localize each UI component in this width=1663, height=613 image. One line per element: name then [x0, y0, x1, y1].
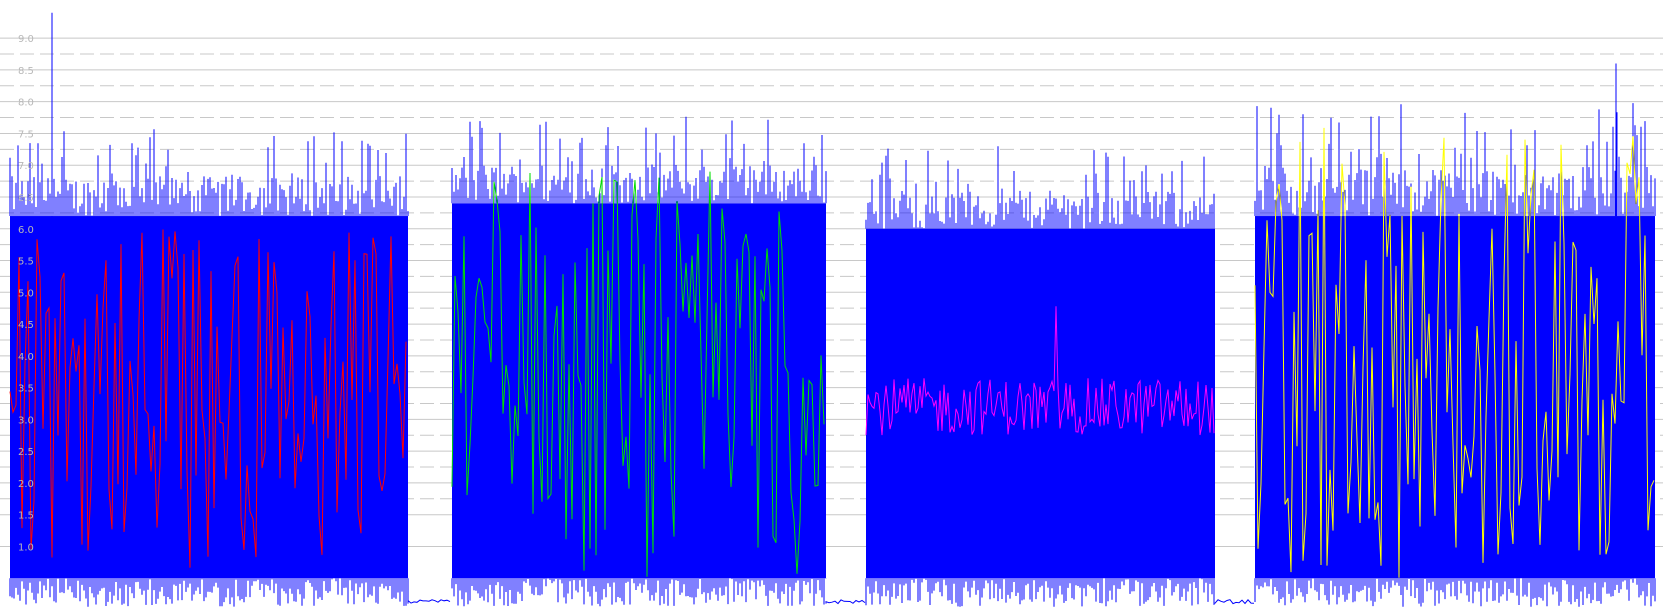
y-tick-label: 3.0	[18, 415, 34, 426]
y-tick-label: 5.0	[18, 288, 34, 299]
y-tick-labels: 1.0 1.5 2.0 2.5 3.0 3.5 4.0 4.5 5.0 5.5 6.0 6.5 7.0 7…	[18, 34, 34, 553]
y-tick-label: 6.5	[18, 193, 34, 204]
y-tick-label: 2.0	[18, 479, 34, 490]
y-tick-label: 1.0	[18, 542, 34, 553]
y-tick-label: 4.5	[18, 320, 34, 331]
background-spikes-3	[865, 146, 1215, 607]
series-line-1	[9, 229, 407, 568]
series-line-2	[451, 171, 825, 577]
y-tick-label: 1.5	[18, 511, 34, 522]
y-tick-label: 7.5	[18, 129, 34, 140]
y-tick-label: 6.0	[18, 225, 34, 236]
y-tick-label: 2.5	[18, 447, 34, 458]
y-tick-label: 8.0	[18, 98, 34, 109]
background-spikes-2	[451, 116, 827, 607]
background-band-1	[10, 216, 408, 579]
y-tick-label: 7.0	[18, 161, 34, 172]
gap-baseline-2	[825, 599, 866, 605]
background-spikes-1	[9, 129, 409, 607]
background-band-2	[452, 203, 826, 579]
series-layer	[9, 127, 1655, 578]
series-line-3	[865, 306, 1215, 436]
y-tick-label: 5.5	[18, 257, 34, 268]
y-tick-label: 3.5	[18, 384, 34, 395]
background-band-3	[866, 228, 1215, 579]
y-tick-label: 8.5	[18, 66, 34, 77]
y-tick-label: 9.0	[18, 34, 34, 45]
gap-baseline-1	[407, 599, 451, 604]
y-tick-label: 4.0	[18, 352, 34, 363]
series-line-4	[1254, 127, 1655, 578]
gap-baseline-3	[1214, 599, 1255, 605]
